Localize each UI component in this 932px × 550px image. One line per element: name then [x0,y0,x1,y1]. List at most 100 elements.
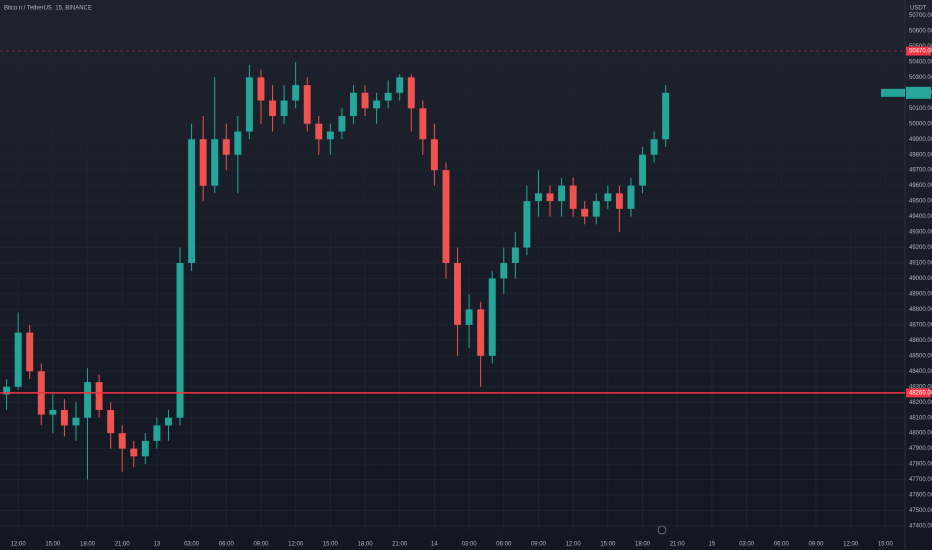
candle-body [303,85,311,124]
x-tick-label: 15:00 [600,542,616,548]
candle-body [454,262,461,325]
candle-body [107,409,115,434]
candle-body [465,309,473,325]
candle-body [188,139,196,263]
candle-body [488,278,496,356]
candle-body [662,92,670,140]
candle-body [49,409,57,415]
candle-body [500,262,508,279]
candle-body [257,77,265,101]
candle-body [130,448,138,457]
candle-body [523,201,531,248]
y-tick-label: 49400.00 [909,214,932,220]
candle-body [14,332,22,387]
candle-body [650,139,658,155]
x-tick-label: 21:00 [392,542,408,548]
candle-body [592,201,600,217]
x-tick-label: 06:00 [774,542,790,548]
x-tick-label: 12:00 [11,542,27,548]
y-tick-label: 48500.00 [909,353,932,359]
x-tick-label: 15:00 [323,542,339,548]
candle-body [164,417,172,426]
x-tick-label: 18:00 [635,542,651,548]
candle-body [373,100,381,109]
x-tick-label: 12:00 [843,542,859,548]
candle-body [199,139,207,186]
candle-body [569,185,577,209]
y-tick-label: 50600.00 [909,29,932,35]
y-tick-label: 47900.00 [909,446,932,452]
y-tick-label: 48700.00 [909,322,932,328]
x-tick-label: 03:00 [739,542,755,548]
candle-body [442,170,450,263]
y-tick-label: 47500.00 [909,508,932,514]
x-tick-label: 12:00 [566,542,582,548]
candle-body [338,116,346,132]
y-tick-label: 50100.00 [909,106,932,112]
replay-icon [657,525,667,535]
candle-body [26,332,34,372]
candle-body [326,131,334,140]
last-price-marker [881,88,905,97]
y-tick-label: 47600.00 [909,493,932,499]
x-tick-label: 21:00 [115,542,131,548]
y-tick-label: 50400.00 [909,59,932,65]
candle-body [269,100,276,117]
y-tick-label: 49800.00 [909,152,932,158]
y-tick-label: 49600.00 [909,183,932,189]
x-tick-label: 15:00 [45,542,61,548]
y-tick-label: 48000.00 [909,431,932,437]
candle-body [396,77,404,93]
candle-body [3,386,11,395]
candle-body [627,185,635,209]
last-price-badge [906,86,931,99]
x-tick-label: 15:00 [878,542,894,548]
y-tick-label: 49500.00 [909,199,932,205]
price-badge-label: 50470.00 [909,49,932,55]
y-tick-label: 50700.00 [909,13,932,19]
x-tick-label: 13 [154,542,161,548]
y-tick-label: 47800.00 [909,462,932,468]
candle-body [384,92,392,101]
y-tick-label: 48200.00 [909,400,932,406]
x-tick-label: 06:00 [496,542,512,548]
candle-body [477,309,485,356]
candle-body [581,208,589,217]
chart-title: Bitcoin / TetherUS, 15, BINANCE [4,6,92,12]
candle-body [419,108,427,140]
y-tick-label: 49100.00 [909,261,932,267]
x-tick-label: 18:00 [80,542,96,548]
y-tick-label: 49300.00 [909,230,932,236]
price-badge [906,46,931,56]
candle-body [211,139,219,186]
x-tick-label: 09:00 [808,542,824,548]
candle-body [60,409,68,426]
candle-body [558,185,566,202]
candle-body [534,193,542,202]
candle-body [292,85,300,101]
candle-body [176,262,184,418]
candle-body [511,247,519,263]
candle-body [407,77,415,109]
y-tick-label: 49200.00 [909,245,932,251]
y-tick-label: 48600.00 [909,338,932,344]
y-tick-label: 48800.00 [909,307,932,313]
y-tick-label: 48300.00 [909,384,932,390]
x-tick-label: 03:00 [462,542,478,548]
candle-body [118,433,126,449]
candle-body [349,92,357,117]
y-tick-label: 48900.00 [909,292,932,298]
y-tick-label: 47700.00 [909,477,932,483]
candle-body [245,77,253,132]
candle-body [361,92,369,109]
candle-body [430,139,438,171]
candle-body [222,139,230,155]
x-tick-label: 06:00 [219,542,235,548]
y-tick-label: 48400.00 [909,369,932,375]
x-tick-label: 12:00 [288,542,304,548]
price-badge-label: 48260.00 [909,391,932,397]
candle-body [72,417,80,426]
y-tick-label: 50300.00 [909,75,932,81]
